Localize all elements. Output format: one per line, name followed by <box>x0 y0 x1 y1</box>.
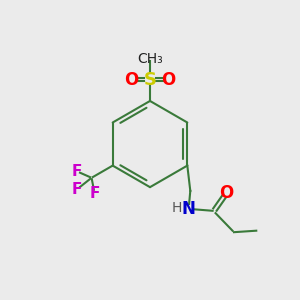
Text: N: N <box>182 200 196 218</box>
Text: O: O <box>124 70 139 88</box>
Text: O: O <box>161 70 176 88</box>
Text: H: H <box>172 201 182 215</box>
Text: O: O <box>219 184 234 202</box>
Text: F: F <box>89 186 100 201</box>
Text: S: S <box>143 70 157 88</box>
Text: F: F <box>72 182 83 196</box>
Text: CH₃: CH₃ <box>137 52 163 66</box>
Text: F: F <box>71 164 82 179</box>
